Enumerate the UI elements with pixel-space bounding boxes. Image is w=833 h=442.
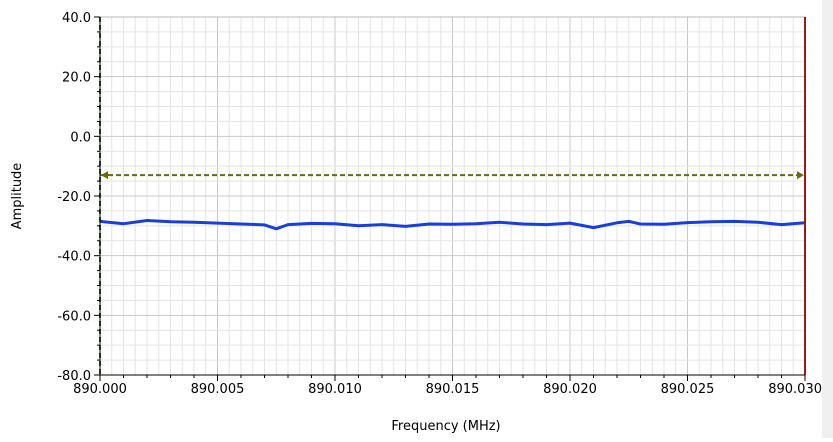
grid-lines [100,17,805,375]
y-tick-label: -60.0 [57,309,91,324]
y-tick-label: -80.0 [57,369,91,384]
x-tick-label: 890.025 [661,382,715,397]
y-tick-label: -40.0 [57,250,91,265]
series-line-0 [99,219,806,231]
y-tick-label: 40.0 [62,11,91,26]
y-axis-label: Amplitude [10,163,25,230]
x-axis-label: Frequency (MHz) [391,419,500,434]
x-tick-label: 890.015 [426,382,480,397]
x-tick-label: 890.010 [308,382,362,397]
panel-edge-strip [822,0,833,438]
y-tick-label: 0.0 [70,130,91,145]
y-tick-label: 20.0 [62,71,91,86]
cursor-arrow-left[interactable] [101,171,108,180]
y-tick-label: -20.0 [57,190,91,205]
x-tick-label: 890.000 [73,382,127,397]
x-tick-label: 890.020 [543,382,597,397]
series-layer [99,219,806,231]
x-tick-label: 890.005 [191,382,245,397]
x-tick-label: 890.030 [768,382,822,397]
cursor-arrow-right[interactable] [797,171,804,180]
